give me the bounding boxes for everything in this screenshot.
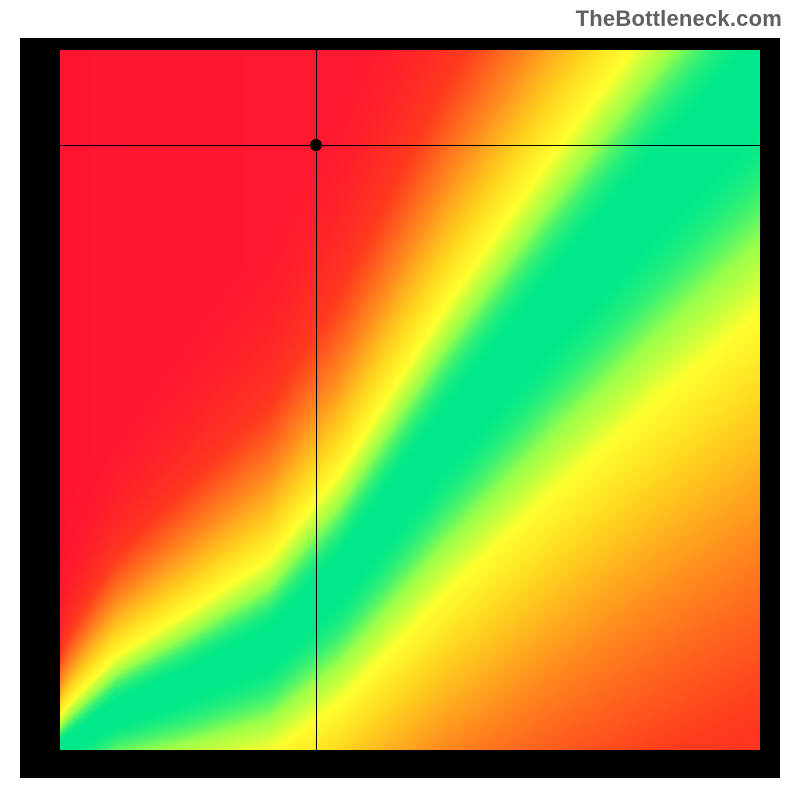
crosshair-vertical xyxy=(316,50,317,750)
root-container: TheBottleneck.com xyxy=(0,0,800,800)
outer-frame xyxy=(20,38,780,778)
heatmap-canvas xyxy=(60,50,760,750)
watermark-text: TheBottleneck.com xyxy=(576,6,782,32)
crosshair-marker xyxy=(310,139,322,151)
crosshair-horizontal xyxy=(60,145,760,146)
